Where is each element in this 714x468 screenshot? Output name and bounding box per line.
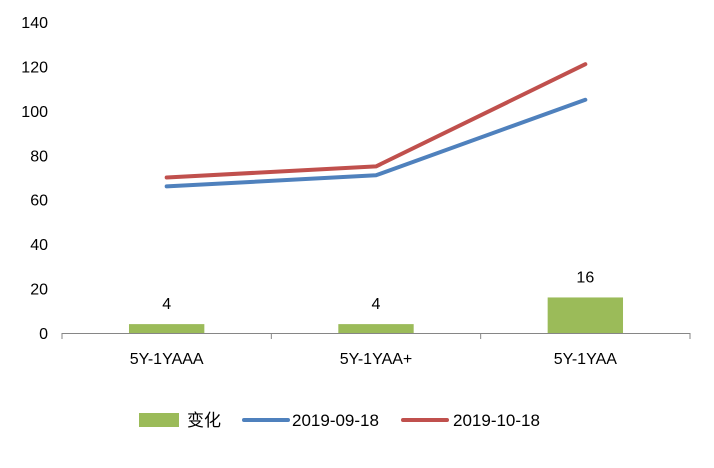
x-tick-label: 5Y-1YAAA bbox=[130, 351, 204, 368]
y-tick-label: 60 bbox=[30, 193, 48, 210]
line-series bbox=[164, 62, 588, 189]
legend-label: 2019-09-18 bbox=[292, 411, 379, 430]
series-line bbox=[164, 62, 588, 180]
legend-swatch bbox=[139, 413, 179, 427]
y-axis-ticks: 0 20 40 60 80 100 120 140 bbox=[21, 15, 48, 343]
bar bbox=[338, 324, 414, 333]
legend-label: 2019-10-18 bbox=[453, 411, 540, 430]
y-tick-label: 40 bbox=[30, 237, 48, 254]
bar bbox=[547, 297, 624, 333]
y-tick-label: 140 bbox=[21, 15, 48, 32]
x-tick-label: 5Y-1YAA bbox=[554, 351, 617, 368]
legend: 变化 2019-09-18 2019-10-18 bbox=[139, 411, 540, 430]
bar-series: 4 4 16 bbox=[128, 269, 624, 333]
bar bbox=[128, 324, 205, 333]
x-tick-label: 5Y-1YAA+ bbox=[340, 351, 413, 368]
y-tick-label: 80 bbox=[30, 148, 48, 165]
bar-data-label: 4 bbox=[162, 296, 171, 313]
series-line bbox=[164, 97, 588, 189]
y-tick-label: 120 bbox=[21, 59, 48, 76]
bar-data-label: 16 bbox=[576, 269, 594, 286]
y-tick-label: 0 bbox=[39, 326, 48, 343]
y-tick-label: 20 bbox=[30, 282, 48, 299]
legend-label: 变化 bbox=[187, 411, 221, 430]
y-tick-label: 100 bbox=[21, 104, 48, 121]
x-axis-ticks: 5Y-1YAAA 5Y-1YAA+ 5Y-1YAA bbox=[61, 333, 691, 368]
bar-data-label: 4 bbox=[372, 296, 381, 313]
